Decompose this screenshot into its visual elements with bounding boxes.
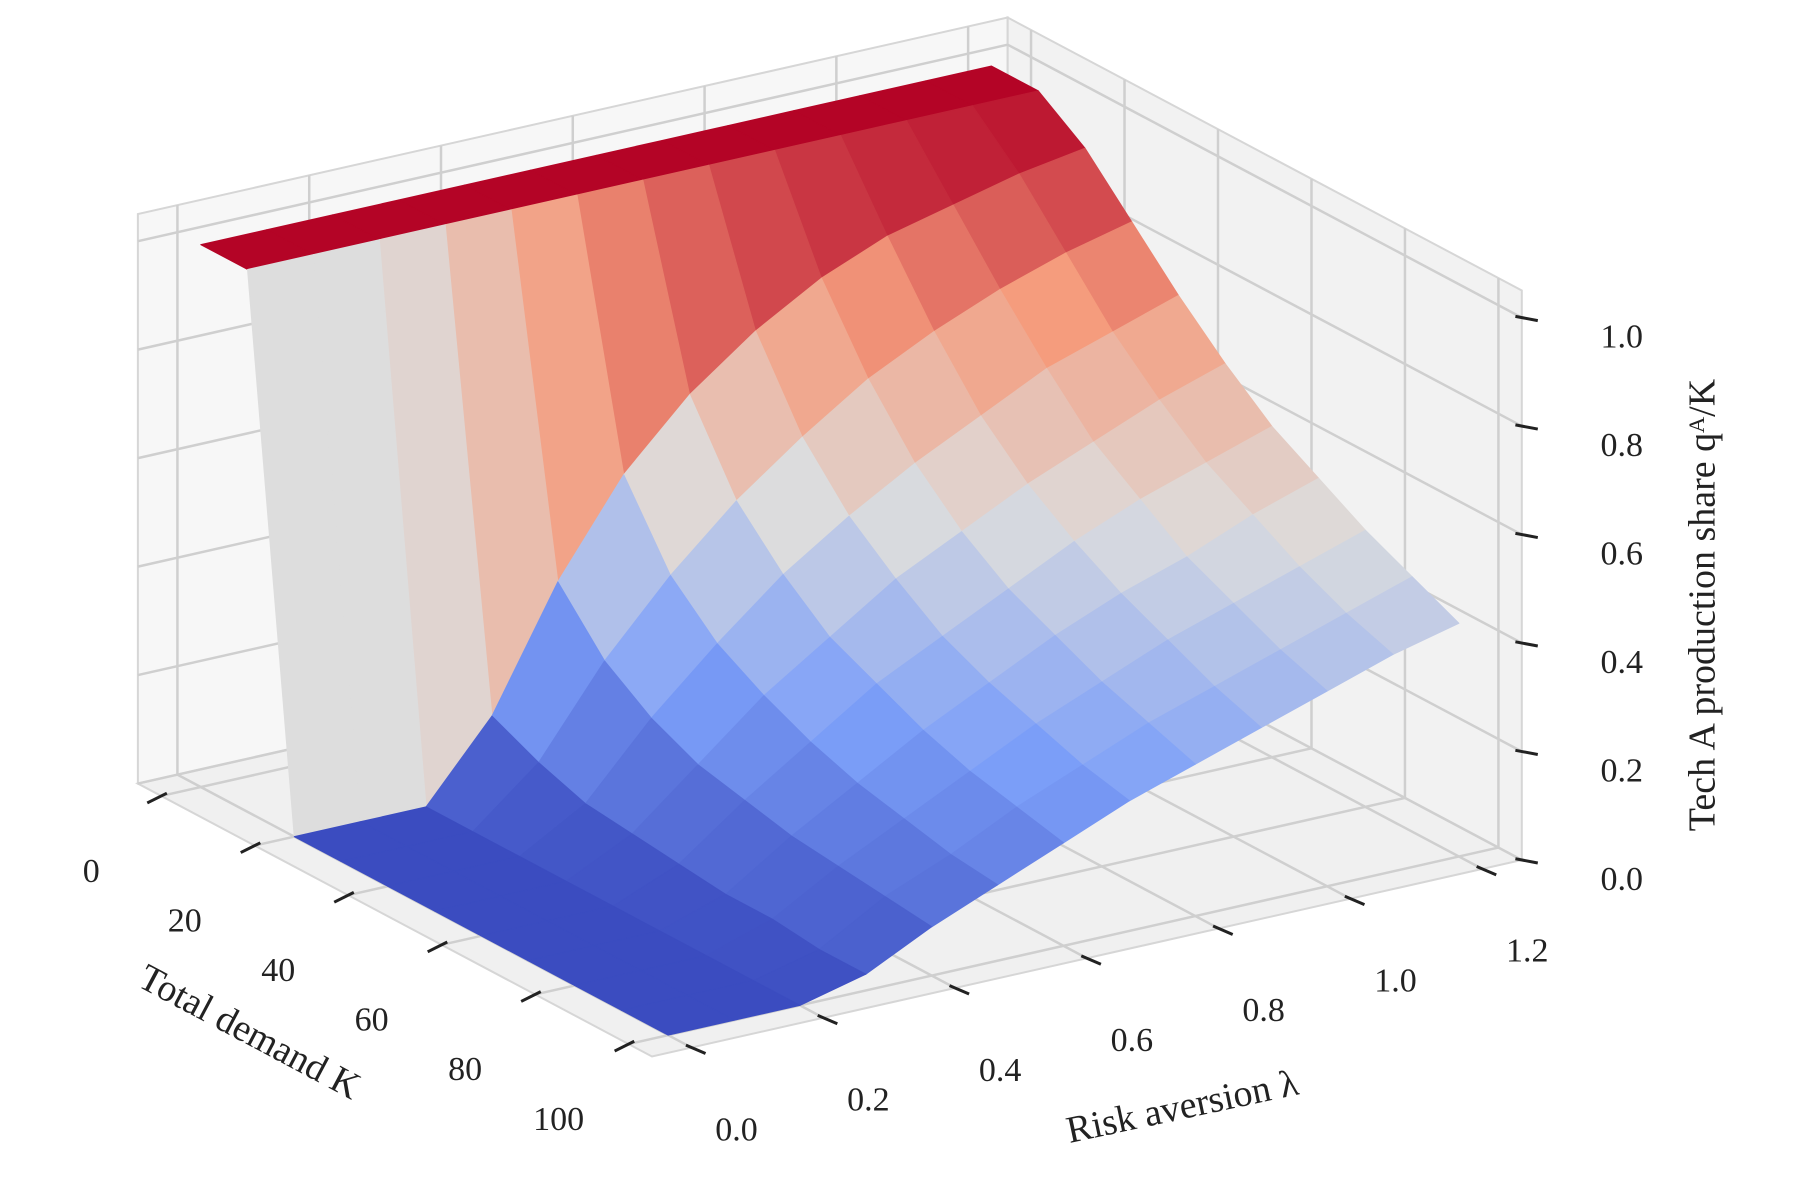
surface-cell [620, 994, 735, 1036]
y-tick-label: 0.8 [1242, 992, 1285, 1029]
axes: 0 20 40 60 80 100 0.0 0.2 0.4 0.6 0.8 1.0 1.2 0.0 0.2 0… [83, 314, 1644, 1148]
z-tick-label: 0.6 [1601, 535, 1644, 572]
x-axis-label: Total demand K [132, 956, 368, 1108]
z-tick-label: 0.8 [1601, 427, 1644, 464]
tick-mark [1212, 924, 1234, 936]
x-tick-label: 60 [355, 1002, 389, 1039]
x-tick-label: 0 [83, 853, 100, 890]
tick-mark [1515, 640, 1539, 648]
y-axis-label: Risk aversion λ [1063, 1062, 1303, 1152]
tick-mark [1476, 865, 1497, 877]
tick-mark [685, 1043, 707, 1055]
surface [200, 65, 1460, 1036]
tick-mark [1515, 314, 1539, 323]
tick-mark [1515, 531, 1539, 540]
x-tick-label: 80 [448, 1051, 482, 1088]
y-tick-label: 0.4 [979, 1052, 1022, 1089]
grid-line [1007, 43, 1523, 319]
y-tick-label: 1.2 [1506, 933, 1549, 970]
tick-mark [1515, 857, 1539, 865]
x-tick-label: 100 [533, 1101, 584, 1138]
x-tick-label: 20 [168, 902, 202, 939]
tick-mark [333, 891, 355, 904]
y-tick-label: 1.0 [1374, 962, 1417, 999]
tick-mark [427, 940, 448, 954]
tick-mark [1080, 954, 1102, 966]
x-tick-label: 40 [261, 952, 295, 989]
tick-mark [240, 841, 262, 854]
tick-mark [1515, 423, 1539, 431]
z-tick-label: 0.4 [1601, 644, 1644, 681]
y-tick-label: 0.2 [847, 1082, 890, 1119]
tick-mark [146, 791, 168, 805]
tick-mark [520, 990, 542, 1003]
y-tick-label: 0.0 [715, 1111, 758, 1148]
tick-mark [1344, 894, 1366, 907]
z-axis-label: Tech A production share qᴬ/K [1682, 378, 1724, 831]
z-tick-label: 0.0 [1601, 861, 1644, 898]
z-tick-label: 0.2 [1601, 752, 1644, 789]
z-tick-label: 1.0 [1601, 318, 1644, 355]
tick-mark [817, 1013, 838, 1026]
tick-mark [948, 984, 970, 996]
tick-mark [613, 1039, 635, 1053]
grid-line [137, 43, 1008, 243]
y-tick-label: 0.6 [1111, 1022, 1154, 1059]
tick-mark [1515, 748, 1539, 756]
